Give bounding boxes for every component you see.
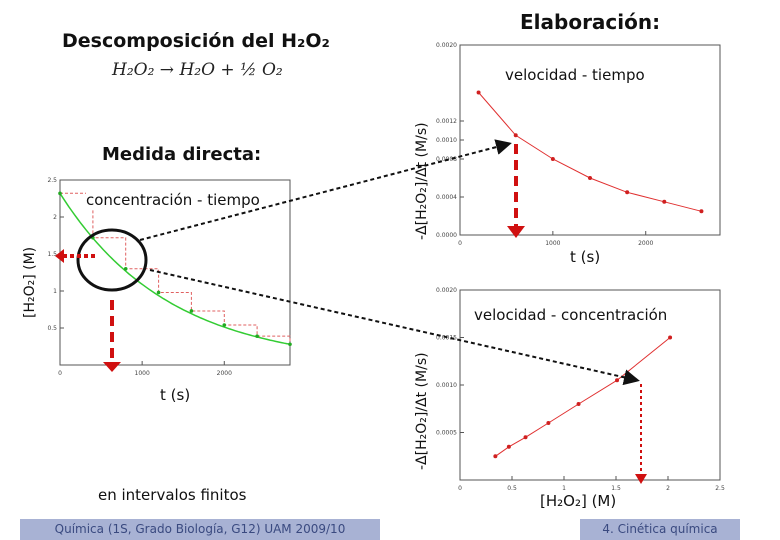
footer-chapter: 4. Cinética química — [580, 519, 740, 540]
chart3-xtick-label: 0 — [458, 485, 462, 490]
chart3-xtick-label: 2.5 — [715, 485, 725, 490]
medida-directa-label: Medida directa: — [102, 144, 262, 165]
chart1-point — [58, 191, 62, 196]
slide-title: Descomposición del H₂O₂ — [62, 30, 330, 52]
chart2-xlabel: t (s) — [570, 248, 601, 266]
chart1-point — [189, 309, 194, 313]
chart2-point — [550, 157, 555, 161]
elaboracion-title: Elaboración: — [520, 10, 661, 34]
chart2-ytick-label: 0.0000 — [436, 232, 457, 239]
intervalos-label: en intervalos finitos — [98, 486, 247, 504]
chart-concentracion-tiempo: 0 1000 2000 0.5 1 1.5 2 2.5 — [47, 177, 292, 377]
chart2-title: velocidad - tiempo — [505, 66, 645, 84]
chart2-xtick-label: 2000 — [638, 240, 653, 245]
chart2-point — [588, 176, 592, 180]
chart3-point — [506, 444, 511, 449]
chart1-point — [156, 290, 161, 295]
chart1-ytick-label: 0.5 — [47, 325, 57, 332]
chart3-point — [668, 335, 673, 340]
chart1-ytick-label: 1 — [53, 288, 57, 295]
chart2-ytick-label: 0.0020 — [436, 42, 457, 49]
chart1-ytick-label: 2 — [53, 214, 57, 221]
chart1-point — [222, 323, 227, 327]
chart1-point — [288, 342, 292, 347]
chart2-point — [513, 133, 518, 138]
footer-course: Química (1S, Grado Biología, G12) UAM 20… — [20, 519, 380, 540]
chart3-ytick-label: 0.0010 — [436, 382, 457, 389]
chart1-xtick-label: 1000 — [135, 370, 150, 377]
reaction-equation: H₂O₂ → H₂O + ½ O₂ — [112, 60, 283, 80]
chart2-ytick-label: 0.0008 — [436, 156, 457, 163]
chart1-xlabel: t (s) — [160, 386, 191, 404]
chart3-xtick-label: 0.5 — [507, 485, 517, 490]
chart3-point — [615, 378, 620, 383]
chart2-ytick-label: 0.0012 — [436, 118, 457, 125]
chart3-point — [523, 435, 528, 440]
chart2-point — [662, 199, 667, 204]
chart3-ylabel: -Δ[H₂O₂]/Δt (M/s) — [414, 352, 430, 470]
chart1-point — [91, 235, 95, 240]
chart2-ytick-label: 0.0004 — [436, 194, 457, 201]
chart3-point — [493, 454, 498, 459]
chart1-ytick-label: 2.5 — [47, 177, 57, 184]
chart2-point — [625, 190, 630, 195]
chart3-xtick-label: 1.5 — [611, 485, 621, 490]
chart2-ylabel: -Δ[H₂O₂]/Δt (M/s) — [414, 122, 430, 240]
chart3-ytick-label: 0.0020 — [436, 287, 457, 294]
chart2-xtick-label: 0 — [458, 240, 462, 245]
chart1-ylabel: [H₂O₂] (M) — [22, 246, 38, 318]
chart2-ytick-label: 0.0010 — [436, 137, 457, 144]
chart1-xtick-label: 0 — [58, 370, 62, 377]
chart3-ytick-label: 0.0015 — [436, 335, 457, 342]
chart1-xtick-label: 2000 — [217, 370, 232, 377]
chart1-ytick-label: 1.5 — [47, 251, 57, 258]
chart3-xtick-label: 2 — [666, 485, 670, 490]
chart2-xtick-label: 1000 — [545, 240, 560, 245]
chart3-point — [546, 421, 551, 425]
chart3-ytick-label: 0.0005 — [436, 430, 457, 437]
chart1-title: concentración - tiempo — [86, 191, 260, 209]
chart2-point — [699, 209, 704, 214]
chart3-xtick-label: 1 — [562, 485, 566, 490]
chart3-point — [576, 402, 581, 406]
chart3-xlabel: [H₂O₂] (M) — [540, 492, 617, 510]
chart1-point — [255, 334, 259, 338]
chart3-title: velocidad - concentración — [474, 306, 668, 324]
chart2-point — [476, 90, 481, 95]
chart1-point — [123, 267, 128, 271]
